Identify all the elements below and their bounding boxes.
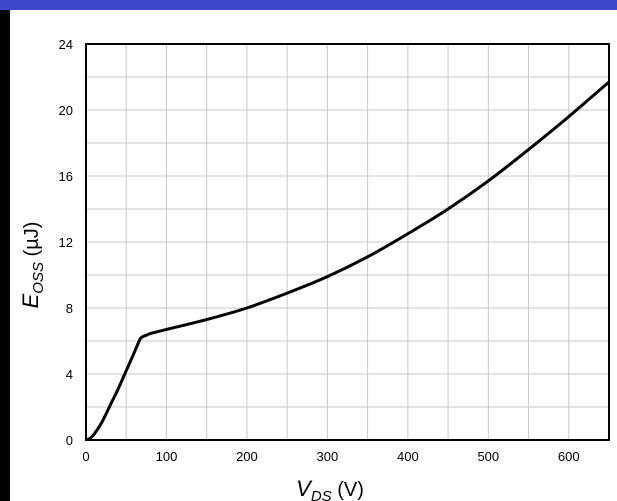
y-tick-label: 16 xyxy=(59,169,73,184)
x-axis-title: VDS (V) xyxy=(296,476,364,501)
y-tick-label: 4 xyxy=(66,367,73,382)
left-edge-bar xyxy=(0,10,10,501)
y-tick-label: 12 xyxy=(59,235,73,250)
x-tick-label: 600 xyxy=(558,449,580,464)
y-tick-label: 8 xyxy=(66,301,73,316)
x-tick-labels: 0 100 200 300 400 500 600 xyxy=(82,449,579,464)
x-tick-label: 100 xyxy=(156,449,178,464)
y-tick-label: 0 xyxy=(66,433,73,448)
header-band xyxy=(0,0,617,10)
x-tick-label: 400 xyxy=(397,449,419,464)
y-tick-label: 24 xyxy=(59,37,73,52)
eoss-curve-0 xyxy=(85,80,610,442)
y-tick-label: 20 xyxy=(59,103,73,118)
plot-frame xyxy=(85,43,610,441)
data-series xyxy=(85,80,610,442)
grid-lines xyxy=(86,44,609,440)
x-tick-label: 500 xyxy=(477,449,499,464)
y-tick-labels: 0 4 8 12 16 20 24 xyxy=(59,37,73,448)
x-tick-label: 300 xyxy=(317,449,339,464)
y-axis-title: EOSS (µJ) xyxy=(18,222,47,309)
x-tick-label: 200 xyxy=(236,449,258,464)
x-tick-label: 0 xyxy=(82,449,89,464)
